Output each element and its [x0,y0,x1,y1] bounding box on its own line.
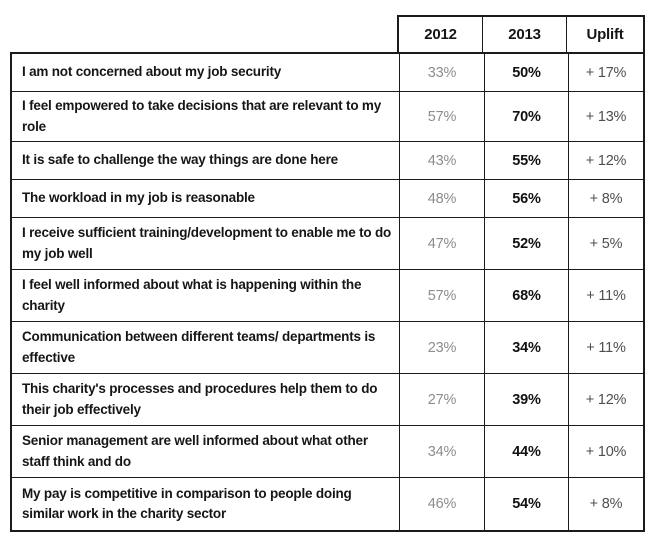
value-2012-cell: 43% [399,142,484,179]
table-row: The workload in my job is reasonable 48%… [12,180,643,218]
value-2013-cell: 68% [484,270,568,321]
uplift-cell: + 11% [568,322,643,373]
uplift-cell: + 5% [568,218,643,269]
table-row: My pay is competitive in comparison to p… [12,478,643,530]
value-2013-cell: 34% [484,322,568,373]
value-2013-cell: 56% [484,180,568,217]
table-row: I feel empowered to take decisions that … [12,92,643,142]
value-2013-cell: 39% [484,374,568,425]
survey-table: 2012 2013 Uplift I am not concerned abou… [10,15,645,532]
header-spacer [10,15,397,52]
value-2013-cell: 54% [484,478,568,530]
table-row: This charity's processes and procedures … [12,374,643,426]
statement-cell: This charity's processes and procedures … [22,381,378,417]
uplift-cell: + 8% [568,180,643,217]
table-header-row: 2012 2013 Uplift [10,15,645,52]
value-2012-cell: 34% [399,426,484,477]
column-header-2013: 2013 [482,15,566,52]
table-row: I receive sufficient training/developmen… [12,218,643,270]
value-2013-cell: 70% [484,92,568,141]
statement-cell: Senior management are well informed abou… [22,433,368,469]
value-2012-cell: 27% [399,374,484,425]
statement-cell: The workload in my job is reasonable [22,190,255,206]
statement-cell: I am not concerned about my job security [22,64,282,80]
table-row: It is safe to challenge the way things a… [12,142,643,180]
value-2012-cell: 57% [399,270,484,321]
statement-cell: I receive sufficient training/developmen… [22,225,392,261]
value-2012-cell: 57% [399,92,484,141]
value-2013-cell: 44% [484,426,568,477]
column-header-2012: 2012 [397,15,482,52]
value-2012-cell: 48% [399,180,484,217]
uplift-cell: + 10% [568,426,643,477]
value-2012-cell: 47% [399,218,484,269]
value-2013-cell: 55% [484,142,568,179]
column-header-uplift: Uplift [566,15,645,52]
uplift-cell: + 12% [568,142,643,179]
statement-cell: I feel well informed about what is happe… [22,277,362,313]
statement-cell: Communication between different teams/ d… [22,329,376,365]
table-body: I am not concerned about my job security… [10,52,645,532]
uplift-cell: + 12% [568,374,643,425]
value-2012-cell: 23% [399,322,484,373]
table-row: I am not concerned about my job security… [12,54,643,92]
value-2012-cell: 33% [399,54,484,91]
uplift-cell: + 8% [568,478,643,530]
statement-cell: It is safe to challenge the way things a… [22,152,338,168]
value-2013-cell: 50% [484,54,568,91]
uplift-cell: + 17% [568,54,643,91]
table-row: Communication between different teams/ d… [12,322,643,374]
statement-cell: I feel empowered to take decisions that … [22,98,382,134]
statement-cell: My pay is competitive in comparison to p… [22,485,352,521]
uplift-cell: + 13% [568,92,643,141]
table-row: I feel well informed about what is happe… [12,270,643,322]
table-row: Senior management are well informed abou… [12,426,643,478]
value-2012-cell: 46% [399,478,484,530]
uplift-cell: + 11% [568,270,643,321]
value-2013-cell: 52% [484,218,568,269]
